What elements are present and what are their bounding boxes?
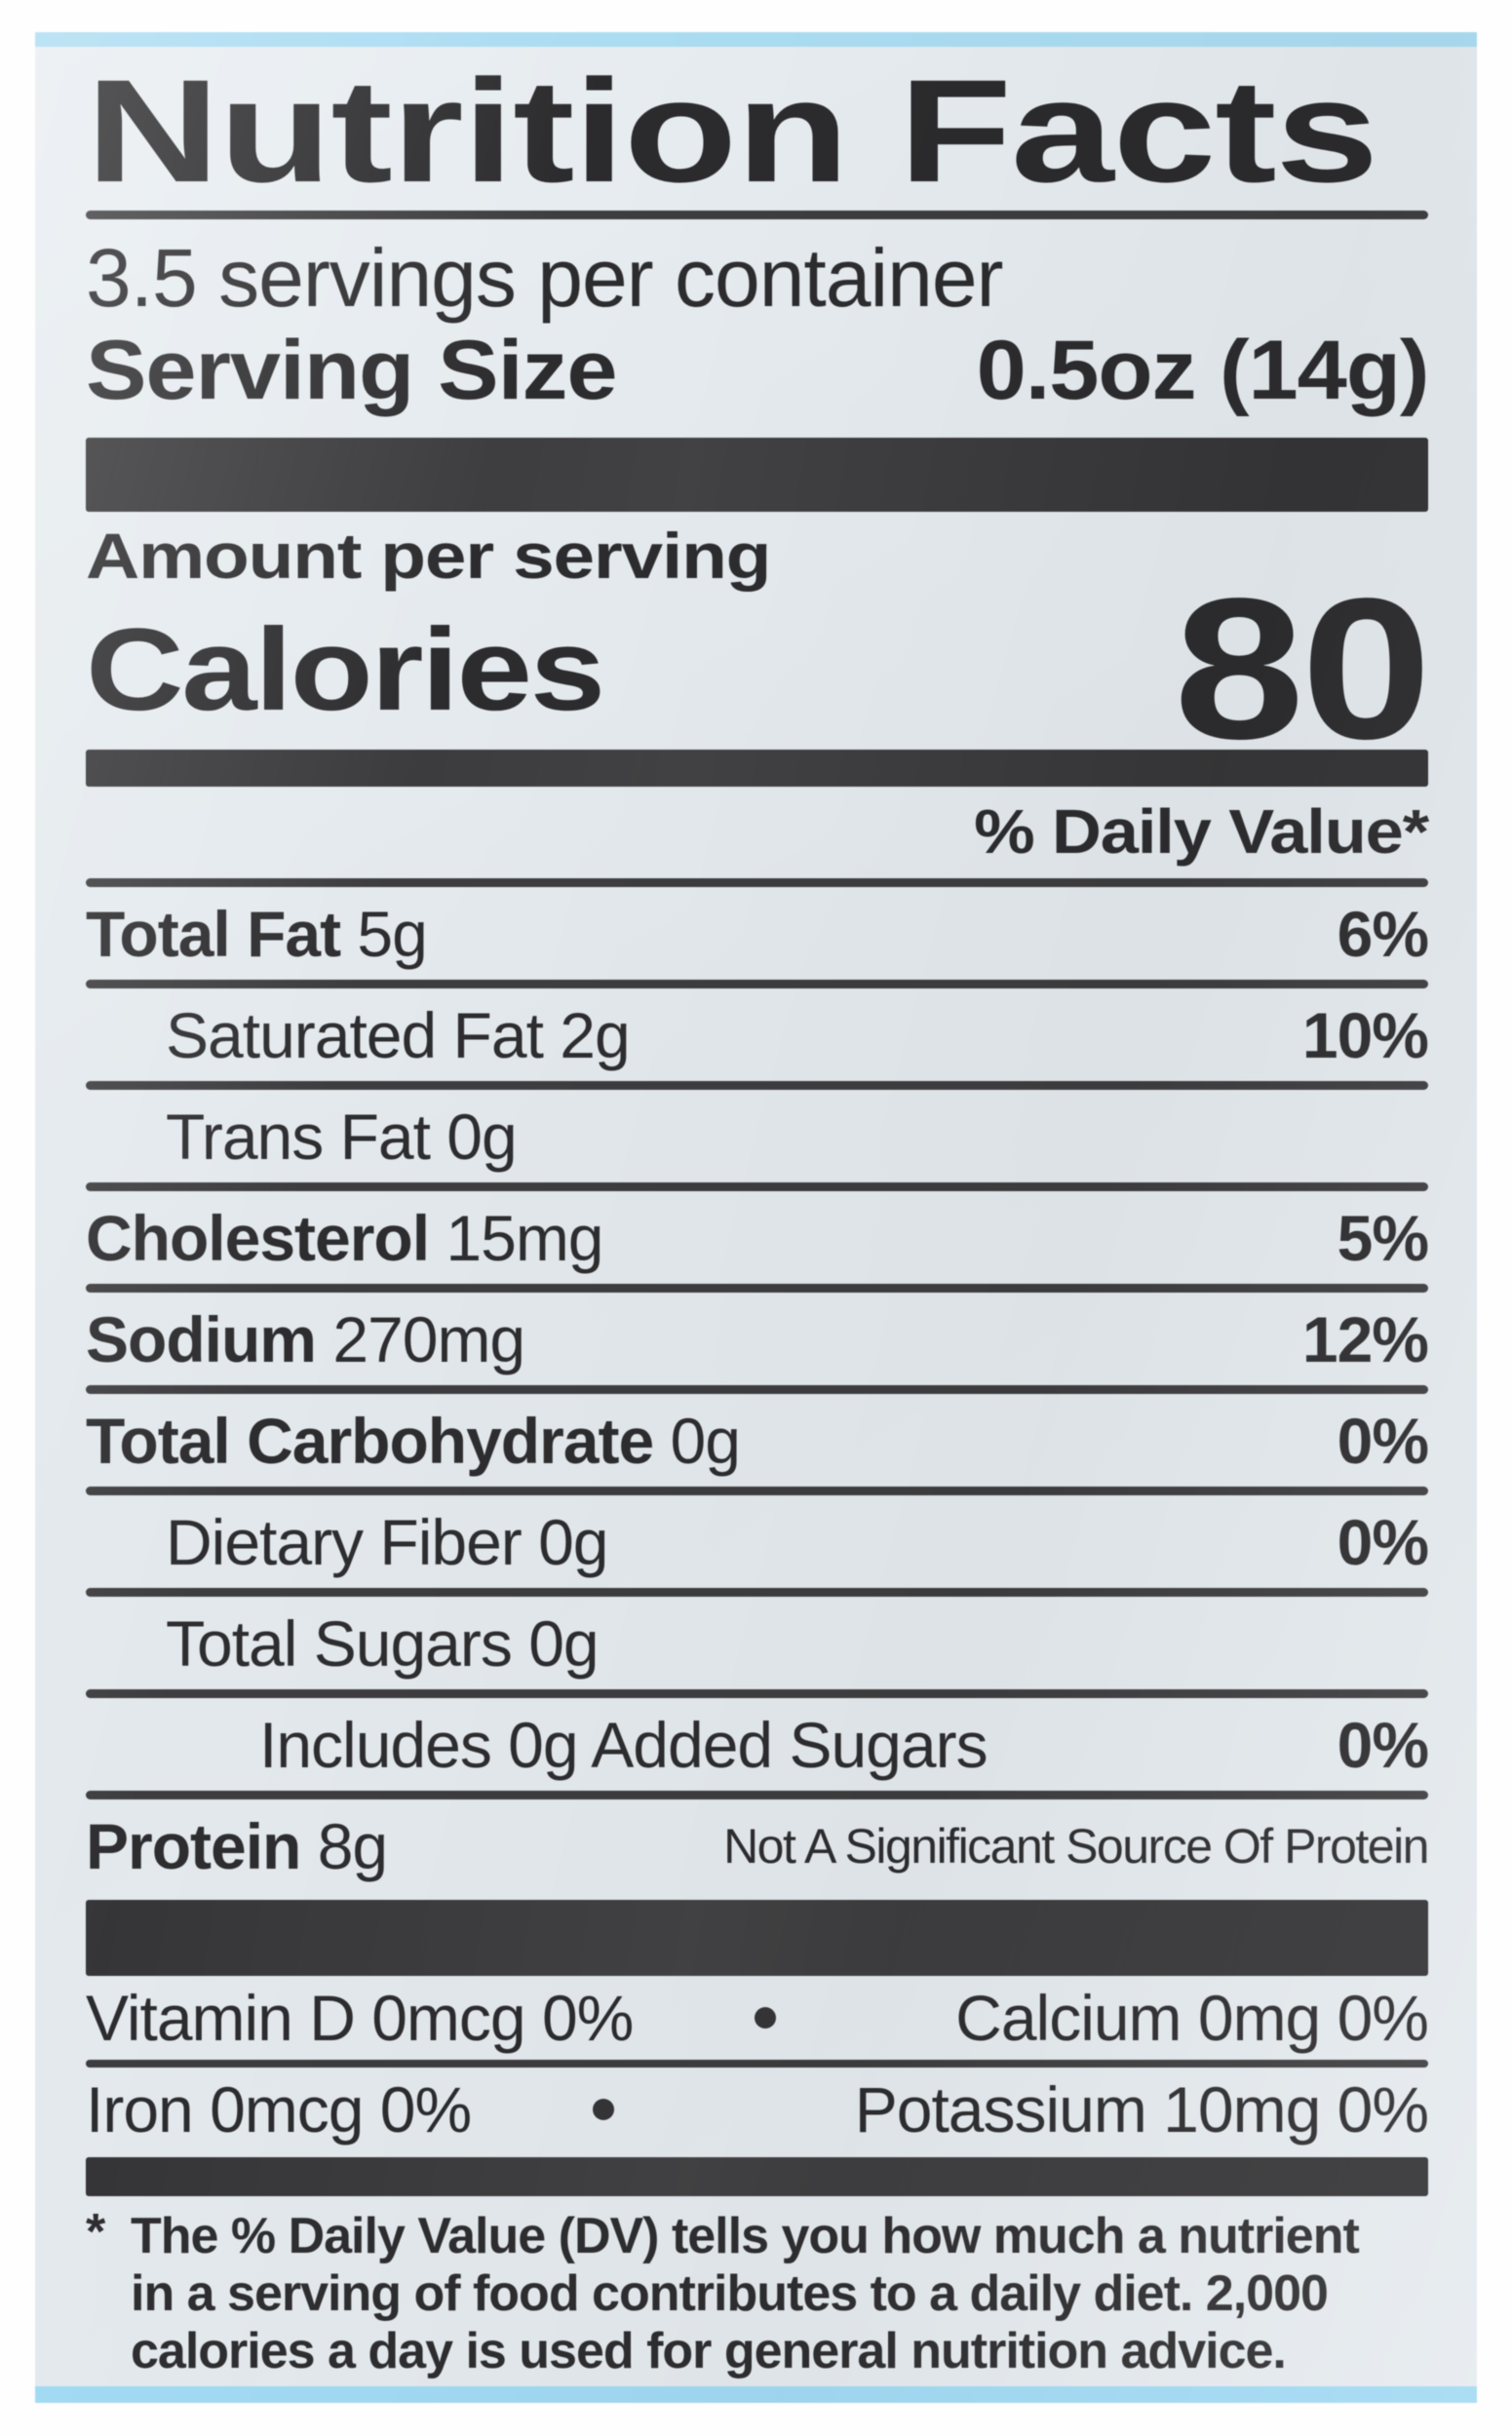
nutrient-name: Sodium bbox=[86, 1302, 317, 1375]
nutrient-amount: 5g bbox=[340, 897, 427, 970]
nutrient-name: Cholesterol bbox=[86, 1201, 430, 1274]
micronutrient-right: Potassium 10mg 0% bbox=[854, 2073, 1429, 2146]
nutrient-name: Total Carbohydrate bbox=[86, 1404, 654, 1477]
footnote-text: The % Daily Value (DV) tells you how muc… bbox=[131, 2208, 1360, 2379]
calories-row: Calories 80 bbox=[86, 557, 1432, 782]
row-divider bbox=[86, 1182, 1428, 1192]
row-divider bbox=[86, 1791, 1428, 1800]
micronutrient-left: Iron 0mcg 0% bbox=[86, 2073, 472, 2146]
servings-per-container: 3.5 servings per container bbox=[86, 232, 1004, 324]
package-stripe-top bbox=[35, 32, 1477, 47]
nutrient-row-added-sugars: Includes 0g Added Sugars 0% bbox=[86, 1698, 1429, 1791]
row-divider bbox=[86, 2060, 1428, 2069]
row-divider bbox=[86, 1081, 1428, 1091]
micronutrient-right: Calcium 0mg 0% bbox=[955, 1982, 1429, 2055]
nutrient-row-protein: Protein 8g Not A Significant Source Of Pr… bbox=[86, 1799, 1429, 1892]
micronutrient-row-2: Iron 0mcg 0% Potassium 10mg 0% bbox=[86, 2068, 1429, 2151]
nutrient-daily-value: 6% bbox=[1337, 897, 1429, 970]
nutrient-daily-value: 0% bbox=[1337, 1404, 1429, 1477]
nutrient-name: Total Fat bbox=[86, 897, 341, 970]
nutrient-note: Not A Significant Source Of Protein bbox=[723, 1818, 1429, 1874]
nutrient-amount: 0g bbox=[429, 1100, 517, 1173]
nutrient-amount: 0g bbox=[653, 1404, 741, 1477]
nutrient-amount: 15mg bbox=[429, 1201, 603, 1274]
label-title: Nutrition Facts bbox=[86, 49, 1378, 213]
serving-size-value: 0.5oz (14g) bbox=[976, 324, 1429, 418]
footnote-asterisk: * bbox=[86, 2204, 105, 2262]
row-divider bbox=[86, 1588, 1428, 1598]
amount-per-serving-label: Amount per serving bbox=[86, 520, 771, 593]
separator-bar-thick-bottom bbox=[86, 1900, 1428, 1977]
nutrient-row-total-sugars: Total Sugars 0g bbox=[86, 1597, 1428, 1689]
separator-bar-footnote bbox=[86, 2157, 1428, 2197]
row-divider bbox=[86, 1385, 1428, 1395]
nutrient-name: Protein bbox=[86, 1809, 301, 1882]
title-divider bbox=[86, 211, 1428, 219]
nutrient-daily-value: 0% bbox=[1337, 1708, 1429, 1781]
daily-value-header: % Daily Value* bbox=[974, 796, 1429, 868]
micronutrient-left: Vitamin D 0mcg 0% bbox=[86, 1982, 634, 2055]
nutrient-rows: Total Fat 5g 6% Saturated Fat 2g 10% Trans F… bbox=[86, 887, 1429, 1892]
nutrition-facts-label: Nutrition Facts 3.5 servings per contain… bbox=[35, 32, 1477, 2403]
nutrient-daily-value: 0% bbox=[1337, 1505, 1429, 1578]
micronutrient-rows: Vitamin D 0mcg 0% Calcium 0mg 0% Iron 0mcg… bbox=[86, 1976, 1429, 2151]
nutrient-daily-value: 12% bbox=[1301, 1302, 1429, 1375]
footnote: * The % Daily Value (DV) tells you how m… bbox=[86, 2204, 1428, 2379]
row-divider bbox=[86, 980, 1428, 989]
nutrient-daily-value: 10% bbox=[1301, 998, 1429, 1071]
nutrient-name: Saturated Fat bbox=[166, 998, 544, 1071]
nutrient-daily-value: 5% bbox=[1337, 1201, 1429, 1274]
nutrient-name: Includes 0g Added Sugars bbox=[259, 1708, 989, 1781]
separator-bar-medium bbox=[86, 750, 1428, 788]
nutrient-name: Dietary Fiber bbox=[166, 1505, 523, 1578]
nutrient-row-saturated-fat: Saturated Fat 2g 10% bbox=[86, 988, 1429, 1081]
micronutrient-row-1: Vitamin D 0mcg 0% Calcium 0mg 0% bbox=[86, 1976, 1429, 2060]
calories-value: 80 bbox=[1173, 557, 1432, 782]
row-divider bbox=[86, 1487, 1428, 1496]
bullet-separator-icon bbox=[755, 2007, 777, 2030]
nutrient-row-total-carbohydrate: Total Carbohydrate 0g 0% bbox=[86, 1394, 1429, 1487]
bullet-separator-icon bbox=[593, 2099, 615, 2121]
separator-bar-thick-top bbox=[86, 438, 1428, 513]
package-stripe-bottom bbox=[35, 2386, 1477, 2403]
nutrient-amount: 8g bbox=[300, 1809, 388, 1882]
serving-size-label: Serving Size bbox=[86, 324, 617, 418]
serving-size-row: Serving Size 0.5oz (14g) bbox=[86, 324, 1429, 418]
daily-value-divider bbox=[86, 878, 1428, 888]
label-content: Nutrition Facts 3.5 servings per contain… bbox=[35, 49, 1477, 2379]
calories-label: Calories bbox=[86, 604, 605, 736]
nutrient-row-trans-fat: Trans Fat 0g bbox=[86, 1090, 1428, 1182]
nutrient-row-cholesterol: Cholesterol 15mg 5% bbox=[86, 1191, 1429, 1284]
nutrient-amount: 0g bbox=[521, 1505, 608, 1578]
nutrient-amount: 270mg bbox=[316, 1302, 525, 1375]
nutrient-row-sodium: Sodium 270mg 12% bbox=[86, 1293, 1429, 1385]
nutrient-row-dietary-fiber: Dietary Fiber 0g 0% bbox=[86, 1495, 1429, 1588]
nutrient-amount: 2g bbox=[542, 998, 630, 1071]
nutrient-amount: 0g bbox=[511, 1606, 599, 1680]
row-divider bbox=[86, 1689, 1428, 1699]
nutrient-name: Trans Fat bbox=[166, 1100, 431, 1173]
row-divider bbox=[86, 1284, 1428, 1294]
nutrient-row-total-fat: Total Fat 5g 6% bbox=[86, 887, 1429, 980]
nutrient-name: Total Sugars bbox=[166, 1606, 513, 1680]
